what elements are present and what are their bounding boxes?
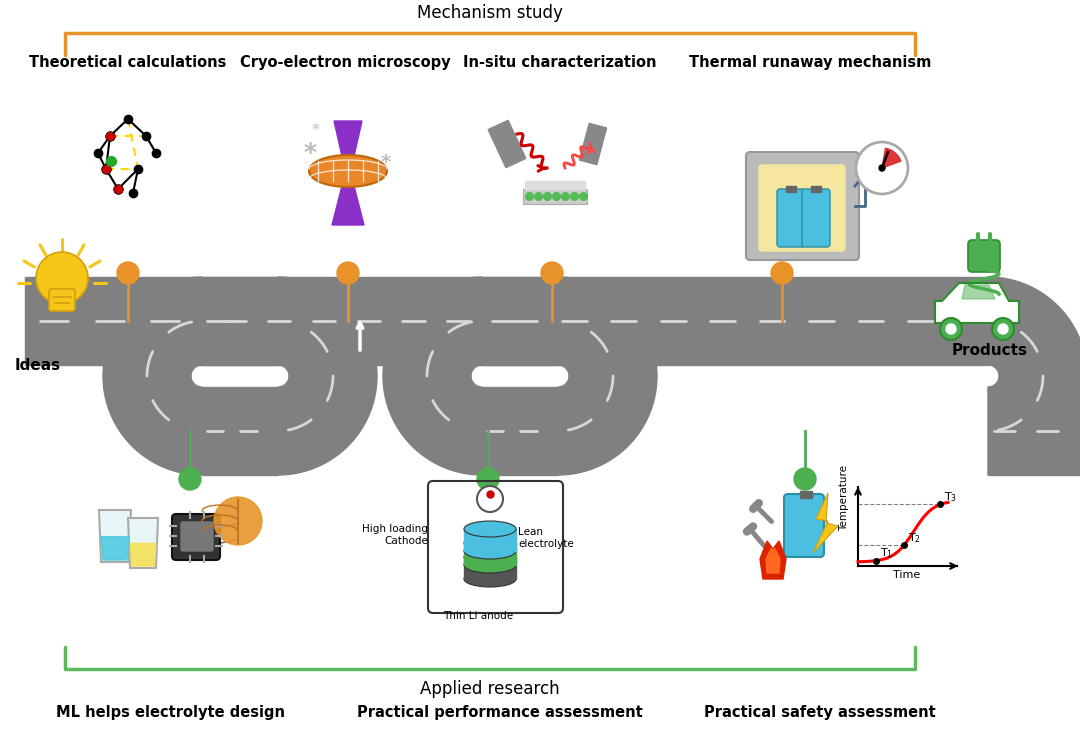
FancyBboxPatch shape <box>181 522 213 551</box>
FancyBboxPatch shape <box>759 165 845 251</box>
Text: T$_2$: T$_2$ <box>908 532 921 545</box>
FancyBboxPatch shape <box>968 240 1000 272</box>
Text: In-situ characterization: In-situ characterization <box>463 56 657 71</box>
Circle shape <box>993 318 1014 340</box>
Polygon shape <box>579 123 607 164</box>
Text: Practical performance assessment: Practical performance assessment <box>357 705 643 720</box>
Polygon shape <box>935 283 1020 323</box>
Bar <box>811 186 821 192</box>
Circle shape <box>477 486 503 512</box>
Polygon shape <box>813 493 838 553</box>
Bar <box>25 277 278 365</box>
Polygon shape <box>962 285 995 299</box>
Bar <box>482 277 988 365</box>
Text: Products: Products <box>951 343 1028 358</box>
Ellipse shape <box>464 535 516 551</box>
Polygon shape <box>766 549 780 573</box>
Text: Thin Li anode: Thin Li anode <box>443 611 513 621</box>
Polygon shape <box>488 120 526 167</box>
Ellipse shape <box>464 521 516 537</box>
Text: *: * <box>381 153 391 173</box>
Bar <box>202 277 558 365</box>
Ellipse shape <box>464 557 516 573</box>
Ellipse shape <box>309 155 387 187</box>
FancyBboxPatch shape <box>49 289 75 311</box>
FancyBboxPatch shape <box>172 514 220 560</box>
Polygon shape <box>558 277 657 475</box>
Circle shape <box>940 318 962 340</box>
Text: Applied research: Applied research <box>420 680 559 698</box>
Ellipse shape <box>464 549 516 565</box>
Text: *: * <box>303 141 316 165</box>
Bar <box>525 181 585 189</box>
Text: ML helps electrolyte design: ML helps electrolyte design <box>55 705 284 720</box>
Text: High loading
Cathode: High loading Cathode <box>362 524 428 546</box>
Text: Mechanism study: Mechanism study <box>417 4 563 22</box>
Bar <box>988 387 1080 475</box>
Circle shape <box>179 468 201 490</box>
Text: *: * <box>312 123 320 138</box>
Polygon shape <box>383 277 482 475</box>
Circle shape <box>946 324 956 334</box>
Bar <box>523 189 588 204</box>
Polygon shape <box>760 541 786 579</box>
Bar <box>482 387 558 475</box>
Circle shape <box>794 468 816 490</box>
Text: Practical safety assessment: Practical safety assessment <box>704 705 936 720</box>
Bar <box>464 557 516 579</box>
Text: Ideas: Ideas <box>15 358 62 373</box>
Polygon shape <box>102 537 129 560</box>
Bar <box>800 491 812 498</box>
Polygon shape <box>103 277 202 475</box>
Ellipse shape <box>464 571 516 587</box>
Circle shape <box>879 165 885 171</box>
Text: Temperature: Temperature <box>839 465 849 531</box>
Text: Cryo-electron microscopy: Cryo-electron microscopy <box>240 56 450 71</box>
FancyBboxPatch shape <box>784 494 824 557</box>
Polygon shape <box>882 148 901 168</box>
Polygon shape <box>130 544 156 566</box>
Circle shape <box>998 324 1008 334</box>
Text: Time: Time <box>893 570 920 580</box>
Text: T$_1$: T$_1$ <box>880 547 893 560</box>
Polygon shape <box>99 510 131 562</box>
Polygon shape <box>278 277 377 475</box>
Bar <box>202 387 278 475</box>
Polygon shape <box>334 121 362 165</box>
Circle shape <box>214 497 262 545</box>
Text: Lean
electrolyte: Lean electrolyte <box>518 527 573 549</box>
Circle shape <box>337 262 359 284</box>
Bar <box>464 543 516 565</box>
Bar <box>464 529 516 551</box>
Bar <box>786 186 796 192</box>
Circle shape <box>117 262 139 284</box>
Polygon shape <box>332 178 364 225</box>
FancyBboxPatch shape <box>802 189 831 247</box>
FancyBboxPatch shape <box>746 152 859 260</box>
Polygon shape <box>988 277 1080 475</box>
Text: Thermal runaway mechanism: Thermal runaway mechanism <box>689 56 931 71</box>
Circle shape <box>771 262 793 284</box>
Circle shape <box>541 262 563 284</box>
Polygon shape <box>129 518 158 568</box>
Circle shape <box>36 252 87 304</box>
Ellipse shape <box>464 543 516 559</box>
Text: T$_3$: T$_3$ <box>944 490 958 504</box>
Circle shape <box>856 142 908 194</box>
Circle shape <box>477 468 499 490</box>
Text: Theoretical calculations: Theoretical calculations <box>29 56 227 71</box>
FancyBboxPatch shape <box>777 189 805 247</box>
